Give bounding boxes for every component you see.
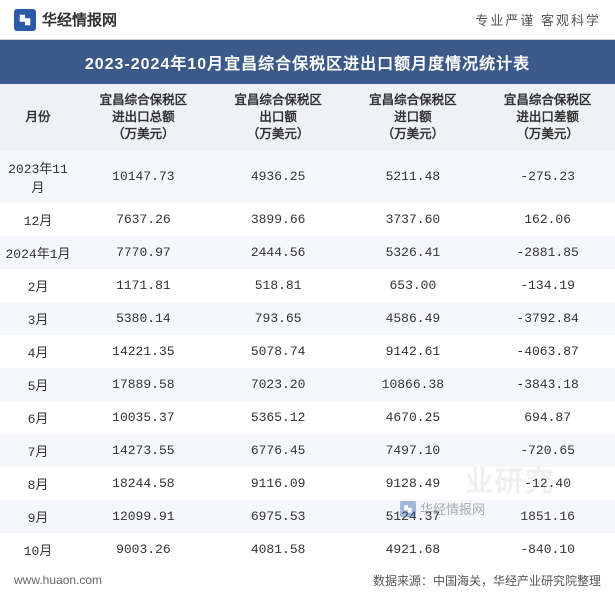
table-cell: 694.87 (480, 401, 615, 434)
table-cell: 5月 (0, 368, 76, 401)
table-body: 2023年11月10147.734936.255211.48-275.2312月… (0, 151, 615, 566)
table-cell: -12.40 (480, 467, 615, 500)
table-cell: 5380.14 (76, 302, 211, 335)
table-cell: 7月 (0, 434, 76, 467)
table-cell: 14221.35 (76, 335, 211, 368)
tagline: 专业严谨 客观科学 (475, 10, 601, 29)
table-cell: 6776.45 (211, 434, 346, 467)
table-cell: 10866.38 (346, 368, 481, 401)
table-cell: 5365.12 (211, 401, 346, 434)
table-cell: 10035.37 (76, 401, 211, 434)
table-cell: 17889.58 (76, 368, 211, 401)
table-row: 9月12099.916975.535124.371851.16 (0, 500, 615, 533)
table-cell: 2444.56 (211, 236, 346, 269)
table-cell: 4586.49 (346, 302, 481, 335)
col-total: 宜昌综合保税区进出口总额（万美元） (76, 84, 211, 151)
page-title: 2023-2024年10月宜昌综合保税区进出口额月度情况统计表 (0, 40, 615, 84)
table-cell: 10147.73 (76, 151, 211, 203)
table-cell: -2881.85 (480, 236, 615, 269)
footer-url: www.huaon.com (14, 573, 102, 587)
table-row: 12月7637.263899.663737.60162.06 (0, 203, 615, 236)
data-table-wrap: 月份 宜昌综合保税区进出口总额（万美元） 宜昌综合保税区出口额（万美元） 宜昌综… (0, 84, 615, 566)
col-import: 宜昌综合保税区进口额（万美元） (346, 84, 481, 151)
table-cell: 5078.74 (211, 335, 346, 368)
table-cell: 9128.49 (346, 467, 481, 500)
table-cell: 4921.68 (346, 533, 481, 566)
site-header: 华经情报网 专业严谨 客观科学 (0, 0, 615, 40)
table-row: 4月14221.355078.749142.61-4063.87 (0, 335, 615, 368)
table-cell: 3737.60 (346, 203, 481, 236)
table-row: 8月18244.589116.099128.49-12.40 (0, 467, 615, 500)
table-row: 2023年11月10147.734936.255211.48-275.23 (0, 151, 615, 203)
table-cell: -720.65 (480, 434, 615, 467)
table-cell: 4081.58 (211, 533, 346, 566)
table-cell: 6月 (0, 401, 76, 434)
table-header-row: 月份 宜昌综合保税区进出口总额（万美元） 宜昌综合保税区出口额（万美元） 宜昌综… (0, 84, 615, 151)
table-cell: 5124.37 (346, 500, 481, 533)
table-cell: 7637.26 (76, 203, 211, 236)
table-row: 2024年1月7770.972444.565326.41-2881.85 (0, 236, 615, 269)
table-cell: 518.81 (211, 269, 346, 302)
table-cell: 4670.25 (346, 401, 481, 434)
site-name: 华经情报网 (42, 9, 117, 30)
table-cell: 7770.97 (76, 236, 211, 269)
logo-block: 华经情报网 (14, 9, 117, 31)
table-cell: 793.65 (211, 302, 346, 335)
footer-source: 数据来源：中国海关，华经产业研究院整理 (373, 572, 601, 589)
table-cell: 162.06 (480, 203, 615, 236)
table-row: 7月14273.556776.457497.10-720.65 (0, 434, 615, 467)
table-cell: 10月 (0, 533, 76, 566)
table-cell: -840.10 (480, 533, 615, 566)
table-row: 3月5380.14793.654586.49-3792.84 (0, 302, 615, 335)
table-cell: 3月 (0, 302, 76, 335)
table-row: 6月10035.375365.124670.25694.87 (0, 401, 615, 434)
table-cell: 7497.10 (346, 434, 481, 467)
table-cell: 4月 (0, 335, 76, 368)
table-row: 2月1171.81518.81653.00-134.19 (0, 269, 615, 302)
table-cell: 2023年11月 (0, 151, 76, 203)
table-cell: 9142.61 (346, 335, 481, 368)
table-cell: 3899.66 (211, 203, 346, 236)
table-cell: -3843.18 (480, 368, 615, 401)
footer: www.huaon.com 数据来源：中国海关，华经产业研究院整理 (0, 566, 615, 593)
table-cell: 12099.91 (76, 500, 211, 533)
table-cell: 5211.48 (346, 151, 481, 203)
table-cell: 2月 (0, 269, 76, 302)
table-cell: 653.00 (346, 269, 481, 302)
table-cell: 18244.58 (76, 467, 211, 500)
table-cell: 1171.81 (76, 269, 211, 302)
table-row: 10月9003.264081.584921.68-840.10 (0, 533, 615, 566)
table-cell: -4063.87 (480, 335, 615, 368)
table-cell: -134.19 (480, 269, 615, 302)
table-cell: 5326.41 (346, 236, 481, 269)
table-cell: 2024年1月 (0, 236, 76, 269)
col-diff: 宜昌综合保税区进出口差额（万美元） (480, 84, 615, 151)
table-row: 5月17889.587023.2010866.38-3843.18 (0, 368, 615, 401)
table-cell: 6975.53 (211, 500, 346, 533)
table-cell: -3792.84 (480, 302, 615, 335)
table-cell: 8月 (0, 467, 76, 500)
table-cell: 14273.55 (76, 434, 211, 467)
logo-icon (14, 9, 36, 31)
data-table: 月份 宜昌综合保税区进出口总额（万美元） 宜昌综合保税区出口额（万美元） 宜昌综… (0, 84, 615, 566)
table-cell: 9116.09 (211, 467, 346, 500)
table-cell: 1851.16 (480, 500, 615, 533)
table-cell: 7023.20 (211, 368, 346, 401)
table-cell: 9月 (0, 500, 76, 533)
col-export: 宜昌综合保税区出口额（万美元） (211, 84, 346, 151)
table-cell: 4936.25 (211, 151, 346, 203)
table-cell: -275.23 (480, 151, 615, 203)
table-cell: 12月 (0, 203, 76, 236)
col-month: 月份 (0, 84, 76, 151)
table-cell: 9003.26 (76, 533, 211, 566)
